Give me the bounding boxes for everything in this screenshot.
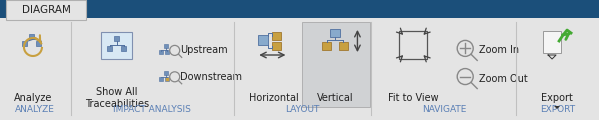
Bar (165, 77, 169, 81)
Bar (122, 46, 126, 51)
Bar (114, 36, 119, 41)
Bar (22, 41, 28, 45)
Text: Zoom In: Zoom In (479, 45, 519, 55)
Bar (0, 20, 599, 120)
Text: ANALYZE: ANALYZE (16, 105, 55, 114)
Text: EXPORT: EXPORT (540, 105, 575, 114)
Bar (273, 42, 282, 50)
Bar (400, 31, 427, 59)
Bar (164, 44, 168, 48)
Text: Downstream: Downstream (180, 72, 242, 82)
Text: Zoom Out: Zoom Out (479, 74, 528, 84)
Text: Horizontal: Horizontal (249, 93, 300, 103)
Polygon shape (554, 106, 560, 109)
FancyBboxPatch shape (6, 0, 86, 20)
Text: Analyze: Analyze (14, 93, 52, 103)
Bar (331, 29, 340, 37)
Text: Upstream: Upstream (180, 45, 228, 55)
Bar (322, 42, 331, 50)
Bar (165, 50, 169, 54)
Text: Show All
Traceabilities: Show All Traceabilities (84, 87, 149, 109)
Bar (159, 77, 163, 81)
Text: LAYOUT: LAYOUT (285, 105, 320, 114)
Bar (0, 0, 599, 18)
Bar (159, 50, 163, 54)
Bar (164, 71, 168, 75)
Bar (340, 42, 349, 50)
Bar (273, 32, 282, 40)
Bar (258, 35, 268, 45)
Bar (29, 33, 35, 39)
Bar (107, 46, 112, 51)
Text: Vertical: Vertical (317, 93, 354, 103)
Text: IMPACT ANALYSIS: IMPACT ANALYSIS (113, 105, 191, 114)
Bar (543, 31, 561, 53)
Bar (37, 41, 41, 45)
Text: DIAGRAM: DIAGRAM (22, 5, 71, 15)
Text: Export: Export (541, 93, 573, 103)
FancyBboxPatch shape (101, 31, 132, 59)
Bar (302, 22, 370, 107)
Text: NAVIGATE: NAVIGATE (422, 105, 466, 114)
Text: Fit to View: Fit to View (388, 93, 438, 103)
